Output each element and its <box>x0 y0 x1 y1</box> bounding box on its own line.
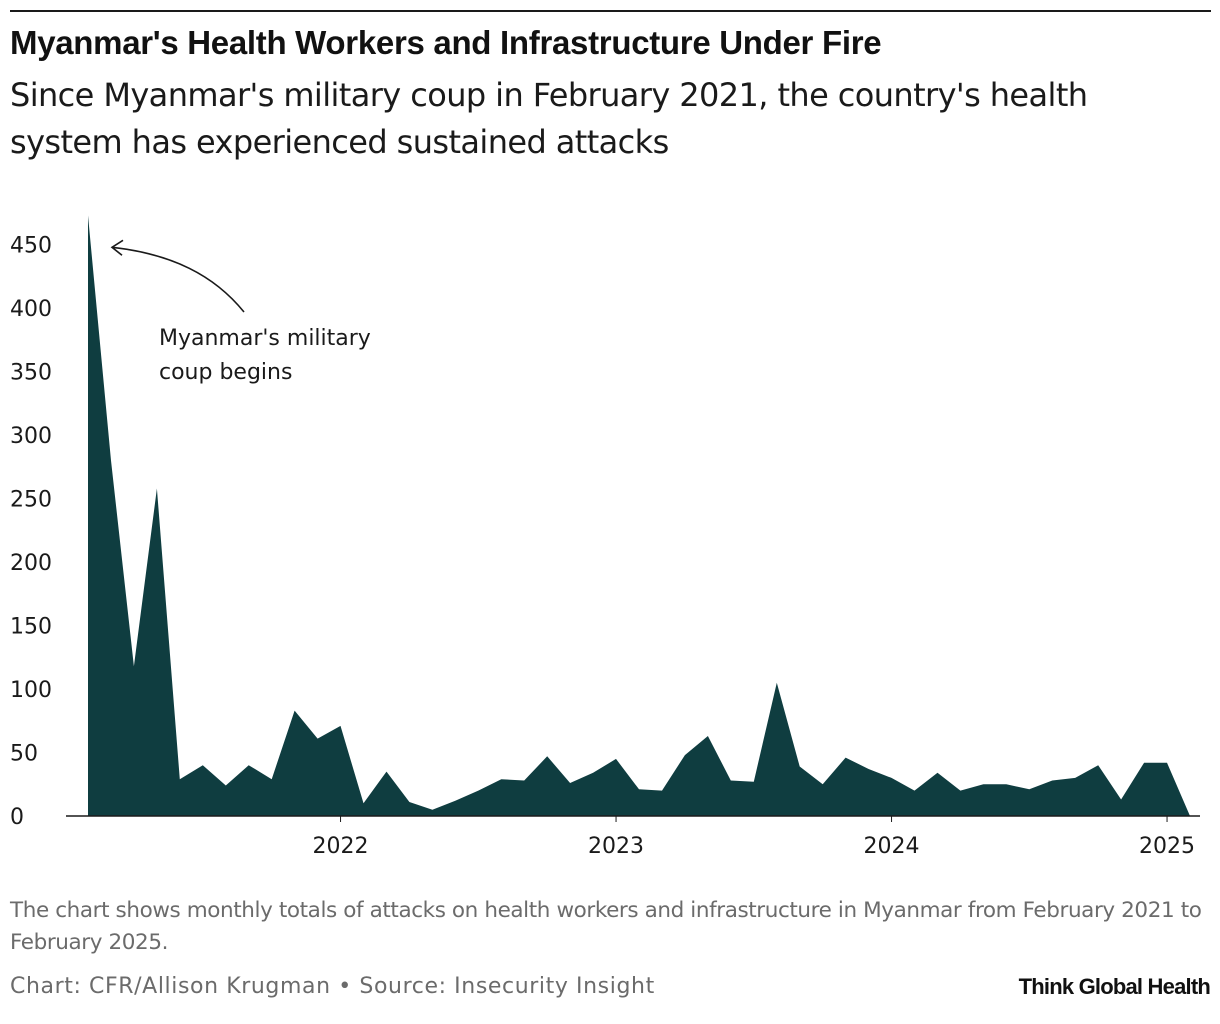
y-tick-label: 250 <box>10 488 52 513</box>
coup-annotation: Myanmar's military coup begins <box>110 239 371 385</box>
y-tick-label: 400 <box>10 297 52 322</box>
attacks-area <box>88 215 1190 816</box>
top-rule <box>10 10 1211 12</box>
y-tick-label: 50 <box>10 742 38 767</box>
area-chart: 0 50 100 150 200 250 300 350 400 450 2022 2023 2024… <box>10 215 1200 859</box>
x-tick-label: 2024 <box>864 834 920 859</box>
y-tick-label: 200 <box>10 551 52 576</box>
y-tick-label: 300 <box>10 424 52 449</box>
annotation-line: Myanmar's military <box>159 326 371 351</box>
y-axis: 0 50 100 150 200 250 300 350 400 450 <box>10 234 52 830</box>
annotation-label: Myanmar's military coup begins <box>159 326 371 385</box>
chart-note: The chart shows monthly totals of attack… <box>10 898 1202 955</box>
x-tick-label: 2023 <box>588 834 644 859</box>
x-tick-label: 2025 <box>1139 834 1195 859</box>
y-tick-label: 100 <box>10 678 52 703</box>
x-axis: 2022 2023 2024 2025 <box>313 816 1195 859</box>
y-tick-label: 450 <box>10 234 52 259</box>
y-tick-label: 0 <box>10 805 24 830</box>
annotation-arrowhead <box>110 239 124 256</box>
annotation-line: coup begins <box>159 360 292 385</box>
y-tick-label: 350 <box>10 361 52 386</box>
chart-credit: Chart: CFR/Allison Krugman • Source: Ins… <box>10 974 655 999</box>
annotation-arrow <box>111 246 245 313</box>
y-tick-label: 150 <box>10 615 52 640</box>
brand-logo: Think Global Health <box>1018 974 1211 999</box>
chart-subtitle: Since Myanmar's military coup in Februar… <box>10 76 1088 161</box>
chart-title: Myanmar's Health Workers and Infrastruct… <box>10 24 882 61</box>
x-tick-label: 2022 <box>313 834 369 859</box>
